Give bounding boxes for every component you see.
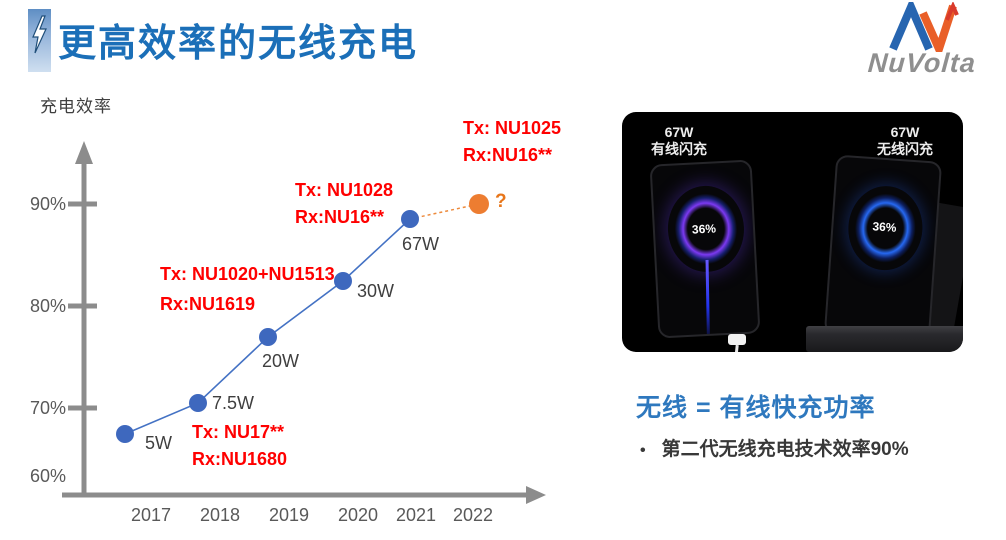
annotation-line: Rx:NU16**	[463, 145, 553, 165]
annotation-line: Tx: NU1028	[295, 180, 394, 200]
bullet-text: 第二代无线充电技术效率90%	[661, 439, 909, 460]
y-tick-label: 70%	[30, 398, 66, 418]
data-point	[334, 272, 352, 290]
efficiency-line-chart: 90% 80% 70% 60% 2017 2018 2019 2020 2021 2022 5W 7.…	[30, 141, 546, 525]
projection-dashed-line	[409, 203, 480, 220]
annotation-2022-chips: Tx: NU1025 Rx:NU16**	[463, 115, 561, 169]
usb-plug	[728, 334, 746, 345]
wired-mode: 有线闪充	[651, 141, 707, 157]
nuvolta-wordmark: NuVolta	[866, 48, 978, 78]
annotation-2019-chips: Tx: NU1020+NU1513 Rx:NU1619	[160, 259, 335, 319]
x-tick-label: 2017	[131, 505, 171, 525]
gen2-efficiency-bullet: • 第二代无线充电技术效率90%	[640, 434, 909, 461]
wireless-charging-label: 67W 无线闪充	[850, 124, 960, 158]
projection-question-mark: ?	[495, 191, 507, 212]
point-power-label: 7.5W	[212, 393, 254, 413]
phone-wired: 36%	[649, 159, 761, 339]
point-power-label: 67W	[402, 234, 439, 254]
x-tick-label: 2020	[338, 505, 378, 525]
nuvolta-mark-icon	[889, 2, 959, 52]
lightning-bolt-glyph	[32, 15, 47, 54]
annotation-line: Tx: NU17**	[192, 422, 285, 442]
data-point	[189, 394, 207, 412]
x-tick-label: 2022	[453, 505, 493, 525]
phone-wireless: 36%	[823, 154, 943, 342]
x-tick-label: 2021	[396, 505, 436, 525]
annotation-line: Rx:NU16**	[295, 207, 385, 227]
lightning-icon	[28, 9, 51, 72]
wireless-power: 67W	[890, 124, 920, 140]
point-power-label: 30W	[357, 281, 394, 301]
y-axis-title: 充电效率	[40, 97, 112, 116]
y-axis-arrow-icon	[75, 141, 93, 164]
data-point	[401, 210, 419, 228]
charging-cable	[734, 344, 739, 352]
x-axis-arrow-icon	[526, 486, 546, 504]
wired-power: 67W	[664, 124, 694, 140]
point-power-label: 20W	[262, 351, 299, 371]
y-tick-label: 60%	[30, 466, 66, 486]
bullet-dot: •	[640, 442, 646, 459]
y-tick-label: 80%	[30, 296, 66, 316]
data-point	[116, 425, 134, 443]
nuvolta-logo: NuVolta	[838, 2, 1006, 82]
wireless-equals-wired-headline: 无线 = 有线快充功率	[636, 394, 876, 422]
wired-charging-label: 67W 有线闪充	[624, 124, 734, 158]
annotation-line: Rx:NU1619	[160, 294, 256, 314]
annotation-2018-chips: Tx: NU17** Rx:NU1680	[192, 419, 287, 473]
point-power-label: 5W	[145, 433, 172, 453]
wireless-mode: 无线闪充	[877, 141, 933, 157]
page-title: 更高效率的无线充电	[58, 23, 419, 65]
wireless-stand-base	[806, 326, 963, 352]
x-tick-label: 2019	[269, 505, 309, 525]
annotation-line: Tx: NU1020+NU1513	[160, 264, 335, 284]
annotation-line: Tx: NU1025	[463, 118, 562, 138]
efficiency-line	[124, 218, 411, 435]
annotation-line: Rx:NU1680	[192, 449, 288, 469]
annotation-2021-chips: Tx: NU1028 Rx:NU16**	[295, 177, 393, 231]
projected-data-point	[469, 194, 489, 214]
charging-comparison-photo: 67W 有线闪充 67W 无线闪充 36% 36%	[622, 112, 963, 352]
x-tick-label: 2018	[200, 505, 240, 525]
y-tick-label: 90%	[30, 194, 66, 214]
data-point	[259, 328, 277, 346]
